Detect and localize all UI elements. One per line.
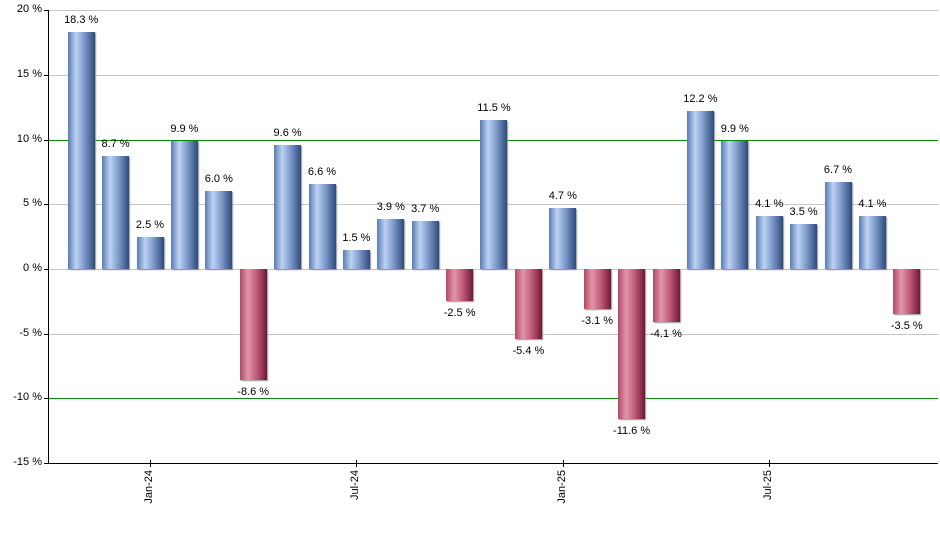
y-tick--15 xyxy=(44,463,48,464)
x-tick-Jul-24 xyxy=(356,460,357,467)
gridline-15pct xyxy=(48,75,938,76)
bar-May-24 xyxy=(274,145,301,269)
x-axis-label-Jul-25: Jul-25 xyxy=(762,470,774,500)
bar-value-label-Apr-24: -8.6 % xyxy=(237,386,270,398)
bar-Feb-25 xyxy=(584,269,611,309)
y-tick-15 xyxy=(44,75,48,76)
bar-Sep-25 xyxy=(825,182,852,269)
y-axis-label-20: 20 % xyxy=(16,3,42,15)
y-tick--5 xyxy=(44,334,48,335)
bar-value-label-Mar-25: -11.6 % xyxy=(613,425,651,437)
y-tick-5 xyxy=(44,204,48,205)
bar-value-label-Jun-25: 9.9 % xyxy=(720,123,749,135)
x-tick-Jan-25 xyxy=(563,460,564,467)
bar-Nov-24 xyxy=(480,120,507,269)
bar-value-label-Dec-23: 8.7 % xyxy=(101,138,130,150)
bar-value-label-Jul-24: 1.5 % xyxy=(342,232,371,244)
bar-Jan-24 xyxy=(137,237,164,269)
bar-value-label-Jun-24: 6.6 % xyxy=(307,166,337,178)
bar-Dec-24 xyxy=(515,269,542,339)
y-tick--10 xyxy=(44,398,48,399)
x-axis-line xyxy=(48,463,938,464)
bar-value-label-Nov-23: 18.3 % xyxy=(64,14,99,26)
bar-Aug-24 xyxy=(377,219,404,269)
y-tick-10 xyxy=(44,140,48,141)
bar-Jun-25 xyxy=(721,141,748,269)
y-axis-line xyxy=(48,10,49,464)
bar-Aug-25 xyxy=(790,224,817,269)
y-axis-label-0: 0 % xyxy=(23,262,42,274)
bar-Apr-25 xyxy=(653,269,680,322)
x-tick-Jan-24 xyxy=(150,460,151,467)
bar-value-label-Jul-25: 4.1 % xyxy=(755,198,784,210)
y-axis-label--10: -10 % xyxy=(13,391,42,403)
bar-value-label-Dec-24: -5.4 % xyxy=(512,345,545,357)
y-axis-label--5: -5 % xyxy=(19,327,42,339)
bar-Mar-25 xyxy=(618,269,645,419)
bar-value-label-Aug-25: 3.5 % xyxy=(789,206,818,218)
gridline-0pct xyxy=(48,269,938,270)
bar-Feb-24 xyxy=(171,141,198,269)
x-axis-label-Jan-24: Jan-24 xyxy=(143,470,155,504)
bar-value-label-Apr-25: -4.1 % xyxy=(650,328,682,340)
bar-value-label-Feb-25: -3.1 % xyxy=(581,315,614,327)
x-tick-Jul-25 xyxy=(769,460,770,467)
bar-Jan-25 xyxy=(549,208,576,269)
y-tick-20 xyxy=(44,10,48,11)
y-axis-label-5: 5 % xyxy=(23,197,42,209)
bar-value-label-Jan-24: 2.5 % xyxy=(135,219,165,231)
bar-value-label-Sep-24: 3.7 % xyxy=(411,203,440,215)
bar-value-label-Feb-24: 9.9 % xyxy=(170,123,199,135)
y-axis-label-15: 15 % xyxy=(16,68,42,80)
bar-Dec-23 xyxy=(102,156,129,269)
gridline-20pct xyxy=(48,10,938,11)
y-axis-label-10: 10 % xyxy=(16,133,42,145)
bar-Nov-25 xyxy=(893,269,920,314)
bar-value-label-Sep-25: 6.7 % xyxy=(823,164,853,176)
bar-value-label-May-24: 9.6 % xyxy=(273,127,302,139)
bar-Oct-24 xyxy=(446,269,473,301)
bar-value-label-Jan-25: 4.7 % xyxy=(548,190,577,202)
gridline--5pct xyxy=(48,334,938,335)
reference-line--10pct xyxy=(48,398,938,399)
bar-Oct-25 xyxy=(859,216,886,269)
bar-value-label-Aug-24: 3.9 % xyxy=(376,201,405,213)
bar-Nov-23 xyxy=(68,32,95,269)
bar-Apr-24 xyxy=(240,269,267,380)
bar-value-label-May-25: 12.2 % xyxy=(683,93,718,105)
x-axis-label-Jan-25: Jan-25 xyxy=(556,470,568,504)
bar-Jul-24 xyxy=(343,250,370,269)
x-axis-label-Jul-24: Jul-24 xyxy=(349,470,361,500)
bar-value-label-Nov-25: -3.5 % xyxy=(890,320,923,332)
bar-Mar-24 xyxy=(205,191,232,269)
bar-value-label-Oct-24: -2.5 % xyxy=(443,307,476,319)
bar-Jun-24 xyxy=(309,184,336,269)
bar-value-label-Oct-25: 4.1 % xyxy=(858,198,887,210)
y-tick-0 xyxy=(44,269,48,270)
bar-Jul-25 xyxy=(756,216,783,269)
bar-value-label-Nov-24: 11.5 % xyxy=(477,102,511,114)
bar-Sep-24 xyxy=(412,221,439,269)
bar-value-label-Mar-24: 6.0 % xyxy=(204,173,233,185)
y-axis-label--15: -15 % xyxy=(13,456,42,468)
bar-May-25 xyxy=(687,111,714,269)
